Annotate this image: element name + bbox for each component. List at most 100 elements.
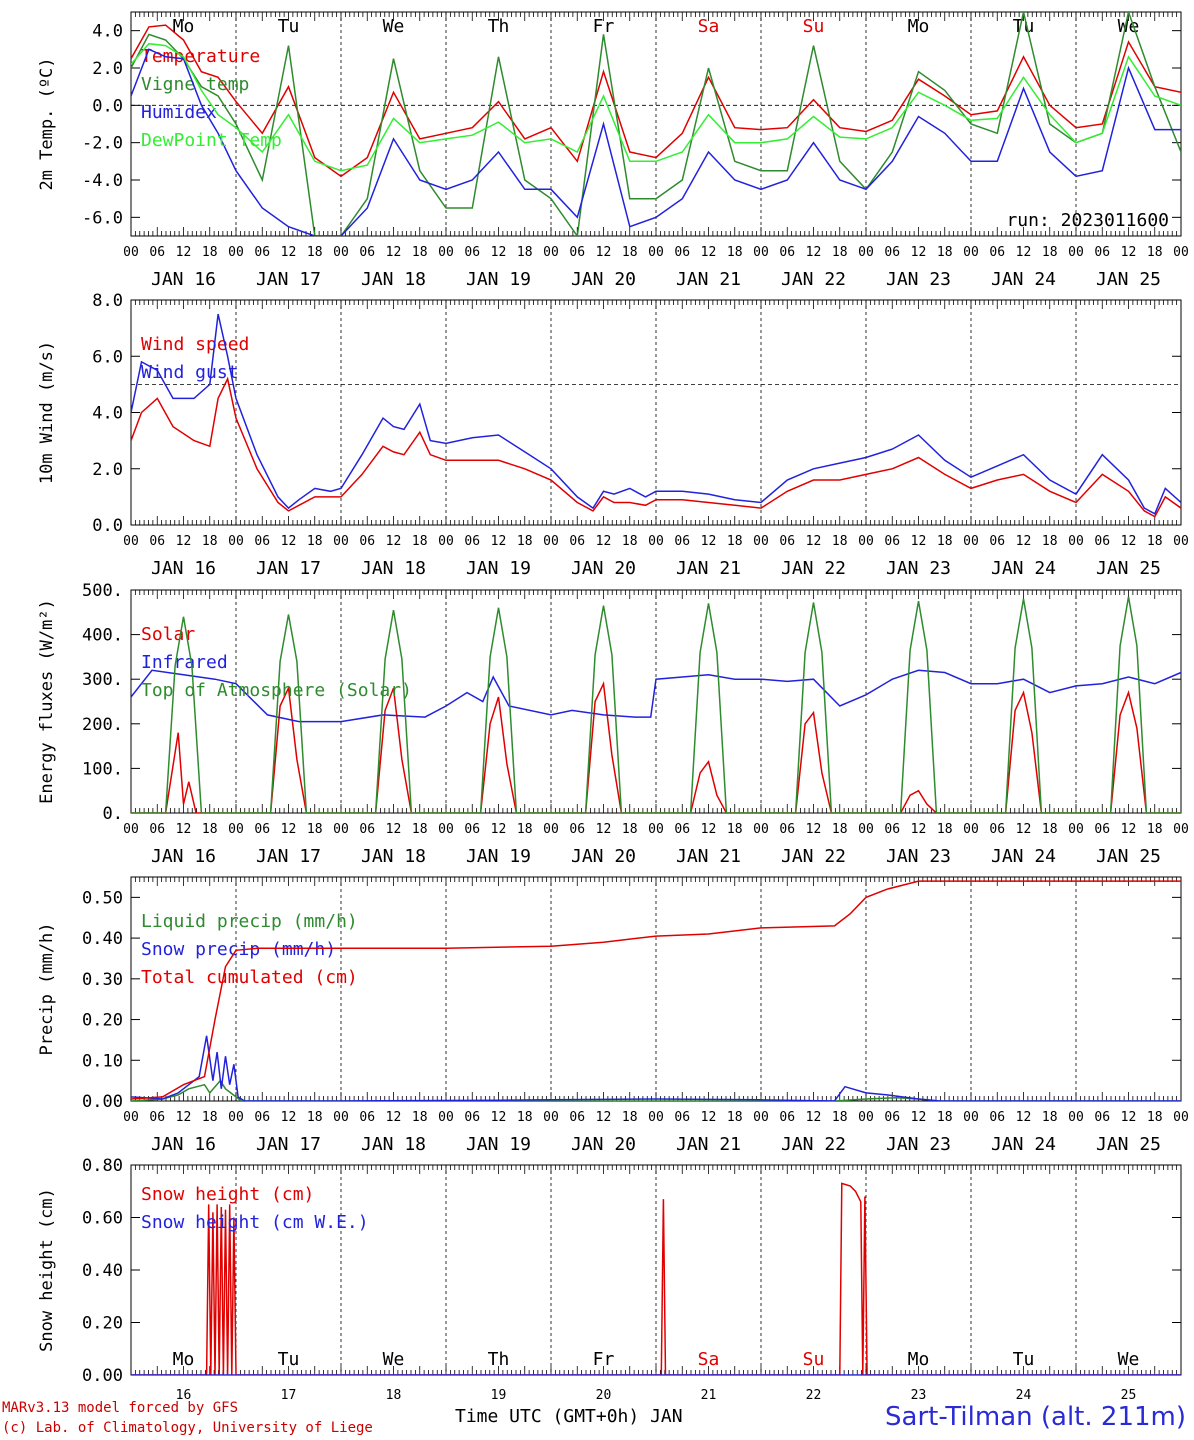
plot-frame-energy [130, 589, 1182, 814]
hour-tick-label: 00 [753, 534, 769, 549]
lab-credit: (c) Lab. of Climatology, University of L… [2, 1420, 373, 1436]
hour-tick-label: 12 [596, 534, 612, 549]
y-tick-label: 300. [82, 670, 123, 690]
date-label: JAN 16 [151, 558, 216, 579]
series-line-top-of-atmosphere-solar- [131, 596, 1181, 813]
date-label: JAN 17 [256, 846, 321, 867]
hour-tick-label: 06 [359, 534, 375, 549]
date-label: JAN 23 [886, 1134, 951, 1155]
hour-tick-label: 00 [648, 1110, 664, 1125]
hour-tick-label: 00 [438, 1110, 454, 1125]
hour-tick-label: 12 [176, 534, 192, 549]
y-tick-label: 0.10 [82, 1051, 123, 1071]
hour-tick-label: 12 [701, 534, 717, 549]
hour-tick-label: 06 [569, 245, 585, 260]
y-tick-label: 100. [82, 759, 123, 779]
hour-tick-label: 06 [779, 245, 795, 260]
day-number-label: 17 [281, 1388, 297, 1400]
hour-tick-label: 00 [1173, 1110, 1189, 1125]
y-tick-label: 0.80 [82, 1156, 123, 1176]
hour-tick-label: 18 [1147, 822, 1163, 837]
hour-tick-label: 00 [333, 1110, 349, 1125]
hour-tick-label: 06 [359, 245, 375, 260]
hour-tick-label: 12 [806, 1110, 822, 1125]
hour-tick-label: 00 [963, 1110, 979, 1125]
hour-tick-label: 18 [832, 245, 848, 260]
hour-tick-label: 06 [884, 1110, 900, 1125]
day-number-label: 16 [176, 1388, 192, 1400]
hour-tick-label: 06 [464, 245, 480, 260]
weekday-label: Mo [173, 1349, 195, 1370]
hour-tick-label: 18 [622, 245, 638, 260]
y-tick-label: 0. [103, 804, 123, 824]
hour-tick-label: 12 [491, 1110, 507, 1125]
date-label: JAN 22 [781, 1134, 846, 1155]
hour-tick-label: 12 [491, 534, 507, 549]
hour-tick-label: 18 [937, 534, 953, 549]
hour-tick-label: 06 [254, 1110, 270, 1125]
hour-tick-label: 18 [937, 822, 953, 837]
hour-tick-label: 12 [701, 822, 717, 837]
hour-tick-label: 12 [596, 822, 612, 837]
hour-tick-label: 18 [937, 245, 953, 260]
series-line-snow-precip-mm-h- [131, 1035, 1181, 1101]
date-label: JAN 16 [151, 269, 216, 290]
legend-entry: Temperature [141, 46, 260, 67]
date-label: JAN 17 [256, 558, 321, 579]
series-line-vigne-temp [131, 12, 1181, 236]
date-label: JAN 16 [151, 846, 216, 867]
day-number-label: 25 [1121, 1388, 1137, 1400]
hour-tick-label: 18 [727, 534, 743, 549]
y-axis-label: 10m Wind (m/s) [37, 341, 57, 484]
series-line-total-cumulated-cm- [131, 880, 1181, 1100]
hour-tick-label: 00 [228, 1110, 244, 1125]
date-label: JAN 23 [886, 846, 951, 867]
y-tick-label: 0.0 [92, 516, 123, 536]
hour-tick-label: 12 [911, 1110, 927, 1125]
y-axis-label: 2m Temp. (ºC) [37, 57, 57, 190]
hour-tick-label: 12 [1016, 245, 1032, 260]
y-tick-label: 400. [82, 626, 123, 646]
day-number-label: 18 [386, 1388, 402, 1400]
hour-tick-label: 00 [858, 534, 874, 549]
weekday-label: Mo [908, 16, 930, 37]
legend-entry: Wind speed [141, 334, 249, 355]
hour-tick-label: 18 [832, 822, 848, 837]
weekday-label: Sa [698, 1349, 720, 1370]
y-tick-label: 0.00 [82, 1366, 123, 1386]
hour-tick-label: 12 [176, 822, 192, 837]
date-label: JAN 19 [466, 846, 531, 867]
hour-tick-label: 12 [701, 245, 717, 260]
weekday-label: We [383, 16, 405, 37]
hour-tick-label: 12 [491, 822, 507, 837]
model-credit: MARv3.13 model forced by GFS [2, 1400, 239, 1416]
weekday-label: Tu [278, 16, 300, 37]
meteogram: 4.0 2.0 0.0 -2.0 -4.0 -6.0 2m Temp. (ºC) 00 06 12… [37, 11, 1189, 1400]
hour-tick-label: 06 [884, 822, 900, 837]
hour-tick-label: 06 [989, 534, 1005, 549]
hour-tick-label: 06 [149, 534, 165, 549]
legend-entry: Humidex [141, 102, 217, 123]
y-tick-label: 0.60 [82, 1209, 123, 1229]
day-number-label: 21 [701, 1388, 717, 1400]
date-label: JAN 20 [571, 846, 636, 867]
hour-tick-label: 12 [911, 534, 927, 549]
y-tick-label: 2.0 [92, 460, 123, 480]
hour-tick-label: 06 [674, 245, 690, 260]
y-tick-label: 0.20 [82, 1011, 123, 1031]
hour-tick-label: 00 [1068, 534, 1084, 549]
hour-tick-label: 18 [937, 1110, 953, 1125]
y-tick-label: 2.0 [92, 59, 123, 79]
date-label: JAN 21 [676, 1134, 741, 1155]
series-line-solar [131, 681, 1181, 813]
date-label: JAN 21 [676, 846, 741, 867]
date-label: JAN 25 [1096, 558, 1161, 579]
run-label: run: 2023011600 [1006, 210, 1169, 231]
hour-tick-label: 06 [359, 1110, 375, 1125]
y-tick-label: 4.0 [92, 22, 123, 42]
hour-tick-label: 06 [254, 822, 270, 837]
y-tick-label: 0.0 [92, 96, 123, 116]
hour-tick-label: 18 [202, 534, 218, 549]
hour-tick-label: 06 [149, 1110, 165, 1125]
hour-tick-label: 18 [832, 534, 848, 549]
